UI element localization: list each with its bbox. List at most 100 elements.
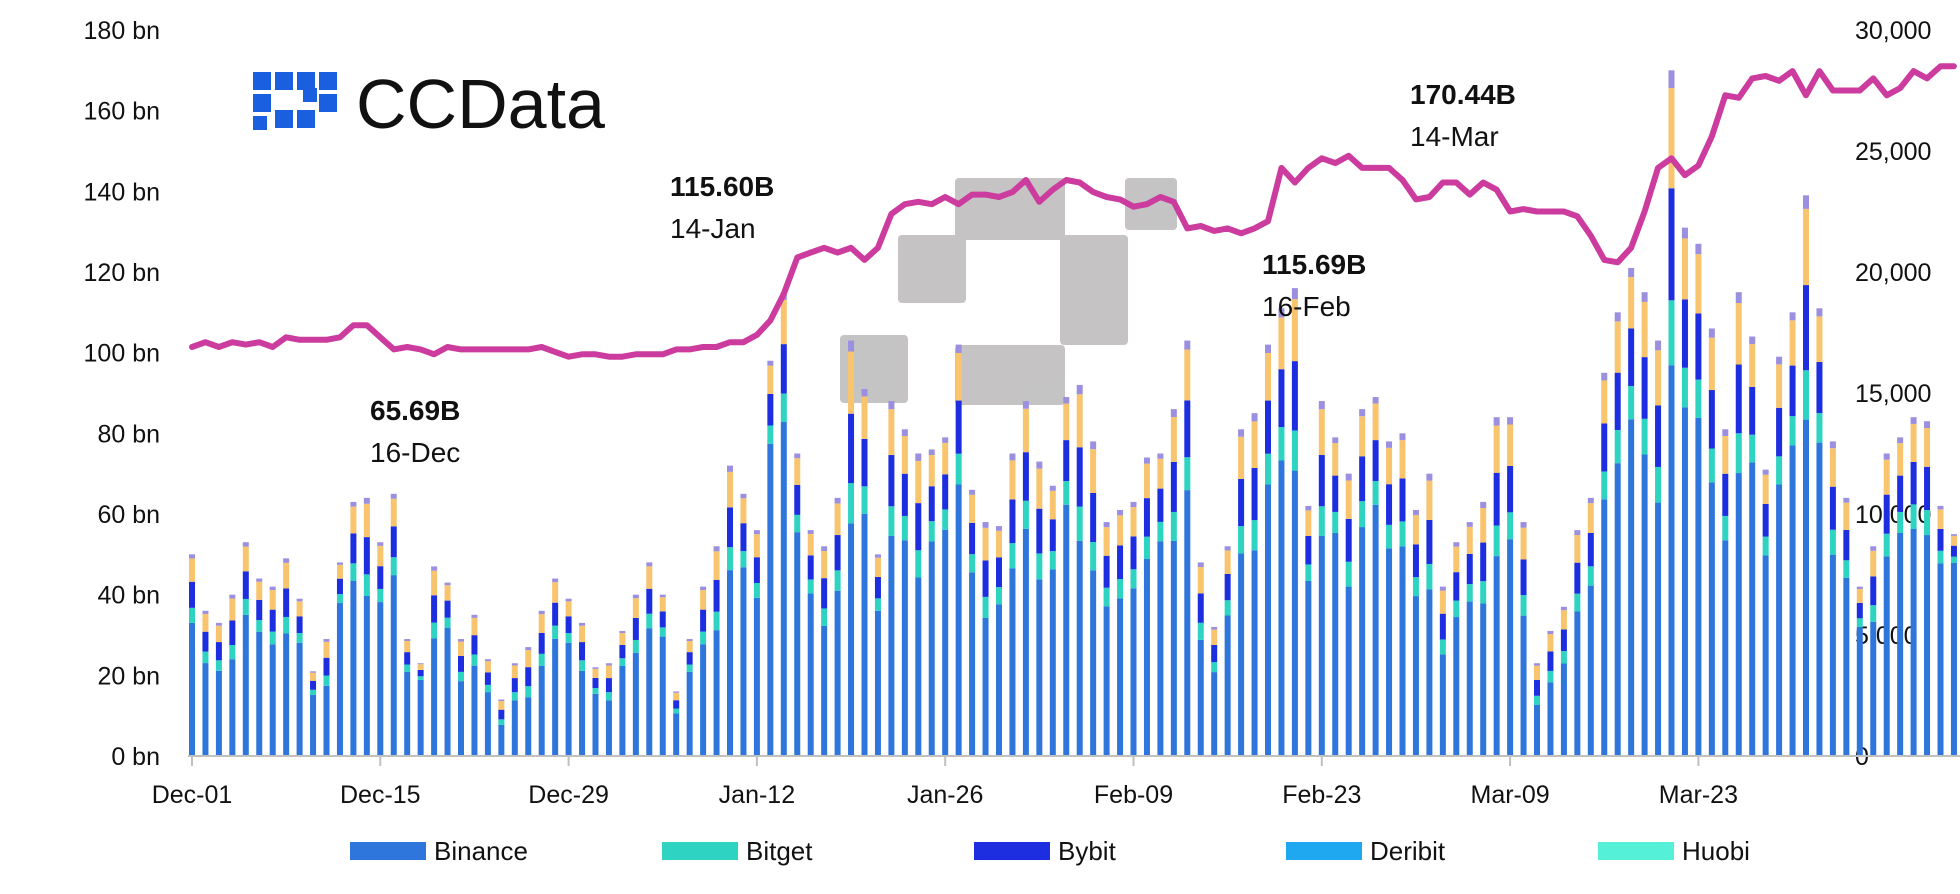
x-tick-label: Dec-01	[152, 781, 233, 809]
bar-okx	[1291, 299, 1298, 362]
bar-binance	[1762, 555, 1769, 756]
bar-okx	[1022, 408, 1029, 453]
bar-okx	[1359, 416, 1366, 457]
bar-binance	[1950, 563, 1957, 756]
bar-okx	[592, 668, 599, 678]
bar-okx	[1937, 509, 1944, 529]
bar-bitget	[1856, 618, 1863, 628]
bar-bitget	[982, 596, 989, 618]
bar-binance	[552, 638, 559, 756]
bar-bybit	[1130, 536, 1137, 570]
bar-bybit	[659, 611, 666, 628]
bar-binance	[727, 570, 733, 756]
bar-other	[821, 546, 828, 552]
bar-binance	[1453, 617, 1460, 756]
bar-binance	[996, 604, 1002, 756]
bar-bitget	[471, 654, 478, 666]
bar-other	[1601, 372, 1608, 381]
bar-bitget	[605, 692, 612, 701]
bar-okx	[848, 351, 855, 414]
bar-bitget	[323, 675, 330, 686]
bar-other	[1197, 562, 1204, 568]
bar-bitget	[700, 631, 707, 645]
bar-binance	[1843, 577, 1850, 756]
bar-bybit	[1937, 528, 1944, 551]
bar-bitget	[673, 708, 680, 714]
bar-other	[444, 582, 451, 586]
bar-other	[189, 554, 195, 559]
bar-bybit	[350, 533, 357, 564]
bar-bitget	[1009, 543, 1016, 569]
bar-binance	[350, 580, 357, 756]
bar-bybit	[1009, 499, 1016, 544]
bar-okx	[363, 503, 370, 538]
bar-okx	[1587, 503, 1594, 533]
bar-other	[256, 578, 263, 582]
bar-other	[202, 610, 209, 614]
bar-bybit	[1184, 400, 1191, 458]
bar-bitget	[1776, 456, 1783, 485]
bar-bybit	[982, 560, 989, 597]
bar-binance	[1803, 419, 1809, 756]
bar-other	[215, 622, 222, 626]
x-tick-label: Dec-29	[528, 781, 609, 809]
bar-bitget	[619, 658, 626, 666]
ccdata-logo-mark	[253, 72, 337, 130]
bar-other	[1318, 401, 1325, 410]
bar-other	[1883, 453, 1890, 460]
logo-square	[319, 72, 337, 90]
bar-binance	[256, 631, 263, 756]
bar-bitget	[646, 613, 653, 629]
bar-okx	[1507, 424, 1514, 466]
bar-bitget	[1762, 536, 1769, 556]
y-left-tick-label: 20 bn	[97, 662, 160, 690]
bar-bybit	[727, 507, 733, 548]
legend-label-bybit: Bybit	[1058, 836, 1117, 866]
bar-bitget	[1291, 430, 1298, 471]
bar-okx	[1184, 349, 1191, 401]
x-tick-label: Dec-15	[340, 781, 421, 809]
bar-bybit	[1843, 529, 1850, 561]
bar-bitget	[1130, 569, 1137, 589]
bar-bitget	[1507, 512, 1514, 540]
bar-binance	[444, 627, 451, 756]
bar-other	[834, 497, 841, 504]
bar-bybit	[1520, 559, 1527, 596]
bar-other	[928, 449, 935, 455]
bar-okx	[996, 530, 1002, 558]
bar-binance	[525, 697, 532, 756]
bar-okx	[1681, 238, 1688, 300]
bar-binance	[565, 642, 572, 756]
bar-binance	[700, 644, 707, 756]
bar-bitget	[848, 483, 855, 524]
bar-bybit	[632, 617, 639, 640]
bar-bybit	[1735, 364, 1742, 434]
bar-bybit	[283, 588, 290, 617]
bar-other	[1211, 626, 1218, 630]
logo-square	[253, 72, 271, 90]
bar-bitget	[740, 551, 747, 568]
bar-binance	[431, 638, 438, 756]
bar-bitget	[538, 653, 545, 666]
legend-swatch-bitget	[662, 842, 738, 860]
bar-other	[1090, 441, 1097, 450]
bar-other	[471, 614, 478, 618]
bar-bitget	[1897, 511, 1904, 533]
bar-bitget	[1170, 511, 1177, 541]
bar-bybit	[686, 652, 693, 665]
bar-other	[565, 598, 572, 602]
annotations: 65.69B 16-Dec 115.60B 14-Jan 115.69B 16-Feb 17…	[370, 79, 1516, 468]
bar-binance	[659, 636, 666, 756]
bar-other	[1453, 542, 1460, 547]
bar-other	[1722, 429, 1729, 436]
bar-binance	[1641, 454, 1648, 756]
bar-okx	[928, 454, 935, 487]
logo-square	[253, 116, 267, 130]
bar-okx	[1426, 480, 1433, 520]
bar-binance	[1117, 598, 1124, 756]
bar-bybit	[1480, 542, 1487, 582]
bar-binance	[740, 567, 747, 756]
price-line	[189, 63, 1957, 360]
bar-bitget	[1789, 416, 1796, 446]
bar-binance	[1265, 484, 1271, 756]
